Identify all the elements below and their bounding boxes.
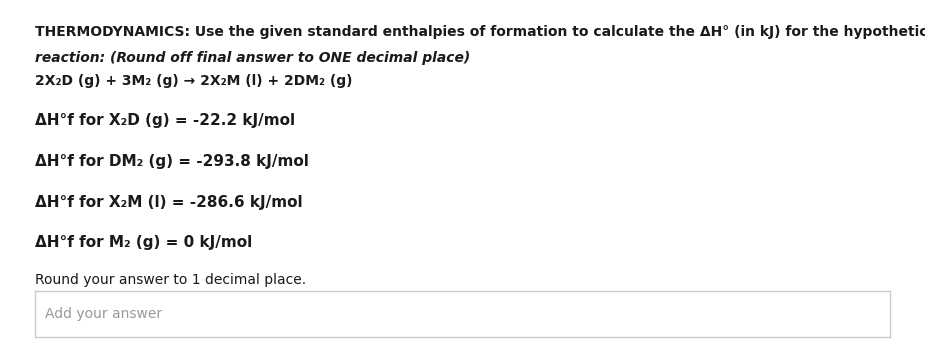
Text: ΔH°f for DM₂ (g) = -293.8 kJ/mol: ΔH°f for DM₂ (g) = -293.8 kJ/mol [35,154,309,169]
Text: Round your answer to 1 decimal place.: Round your answer to 1 decimal place. [35,273,306,287]
Text: ΔH°f for X₂M (l) = -286.6 kJ/mol: ΔH°f for X₂M (l) = -286.6 kJ/mol [35,195,302,210]
Text: THERMODYNAMICS: Use the given standard enthalpies of formation to calculate the : THERMODYNAMICS: Use the given standard e… [35,25,925,39]
Text: Add your answer: Add your answer [45,307,163,321]
Text: ΔH°f for M₂ (g) = 0 kJ/mol: ΔH°f for M₂ (g) = 0 kJ/mol [35,235,253,250]
Text: reaction: (Round off final answer to ONE decimal place): reaction: (Round off final answer to ONE… [35,51,471,65]
Text: 2X₂D (g) + 3M₂ (g) → 2X₂M (l) + 2DM₂ (g): 2X₂D (g) + 3M₂ (g) → 2X₂M (l) + 2DM₂ (g) [35,74,352,88]
Text: ΔH°f for X₂D (g) = -22.2 kJ/mol: ΔH°f for X₂D (g) = -22.2 kJ/mol [35,113,295,128]
